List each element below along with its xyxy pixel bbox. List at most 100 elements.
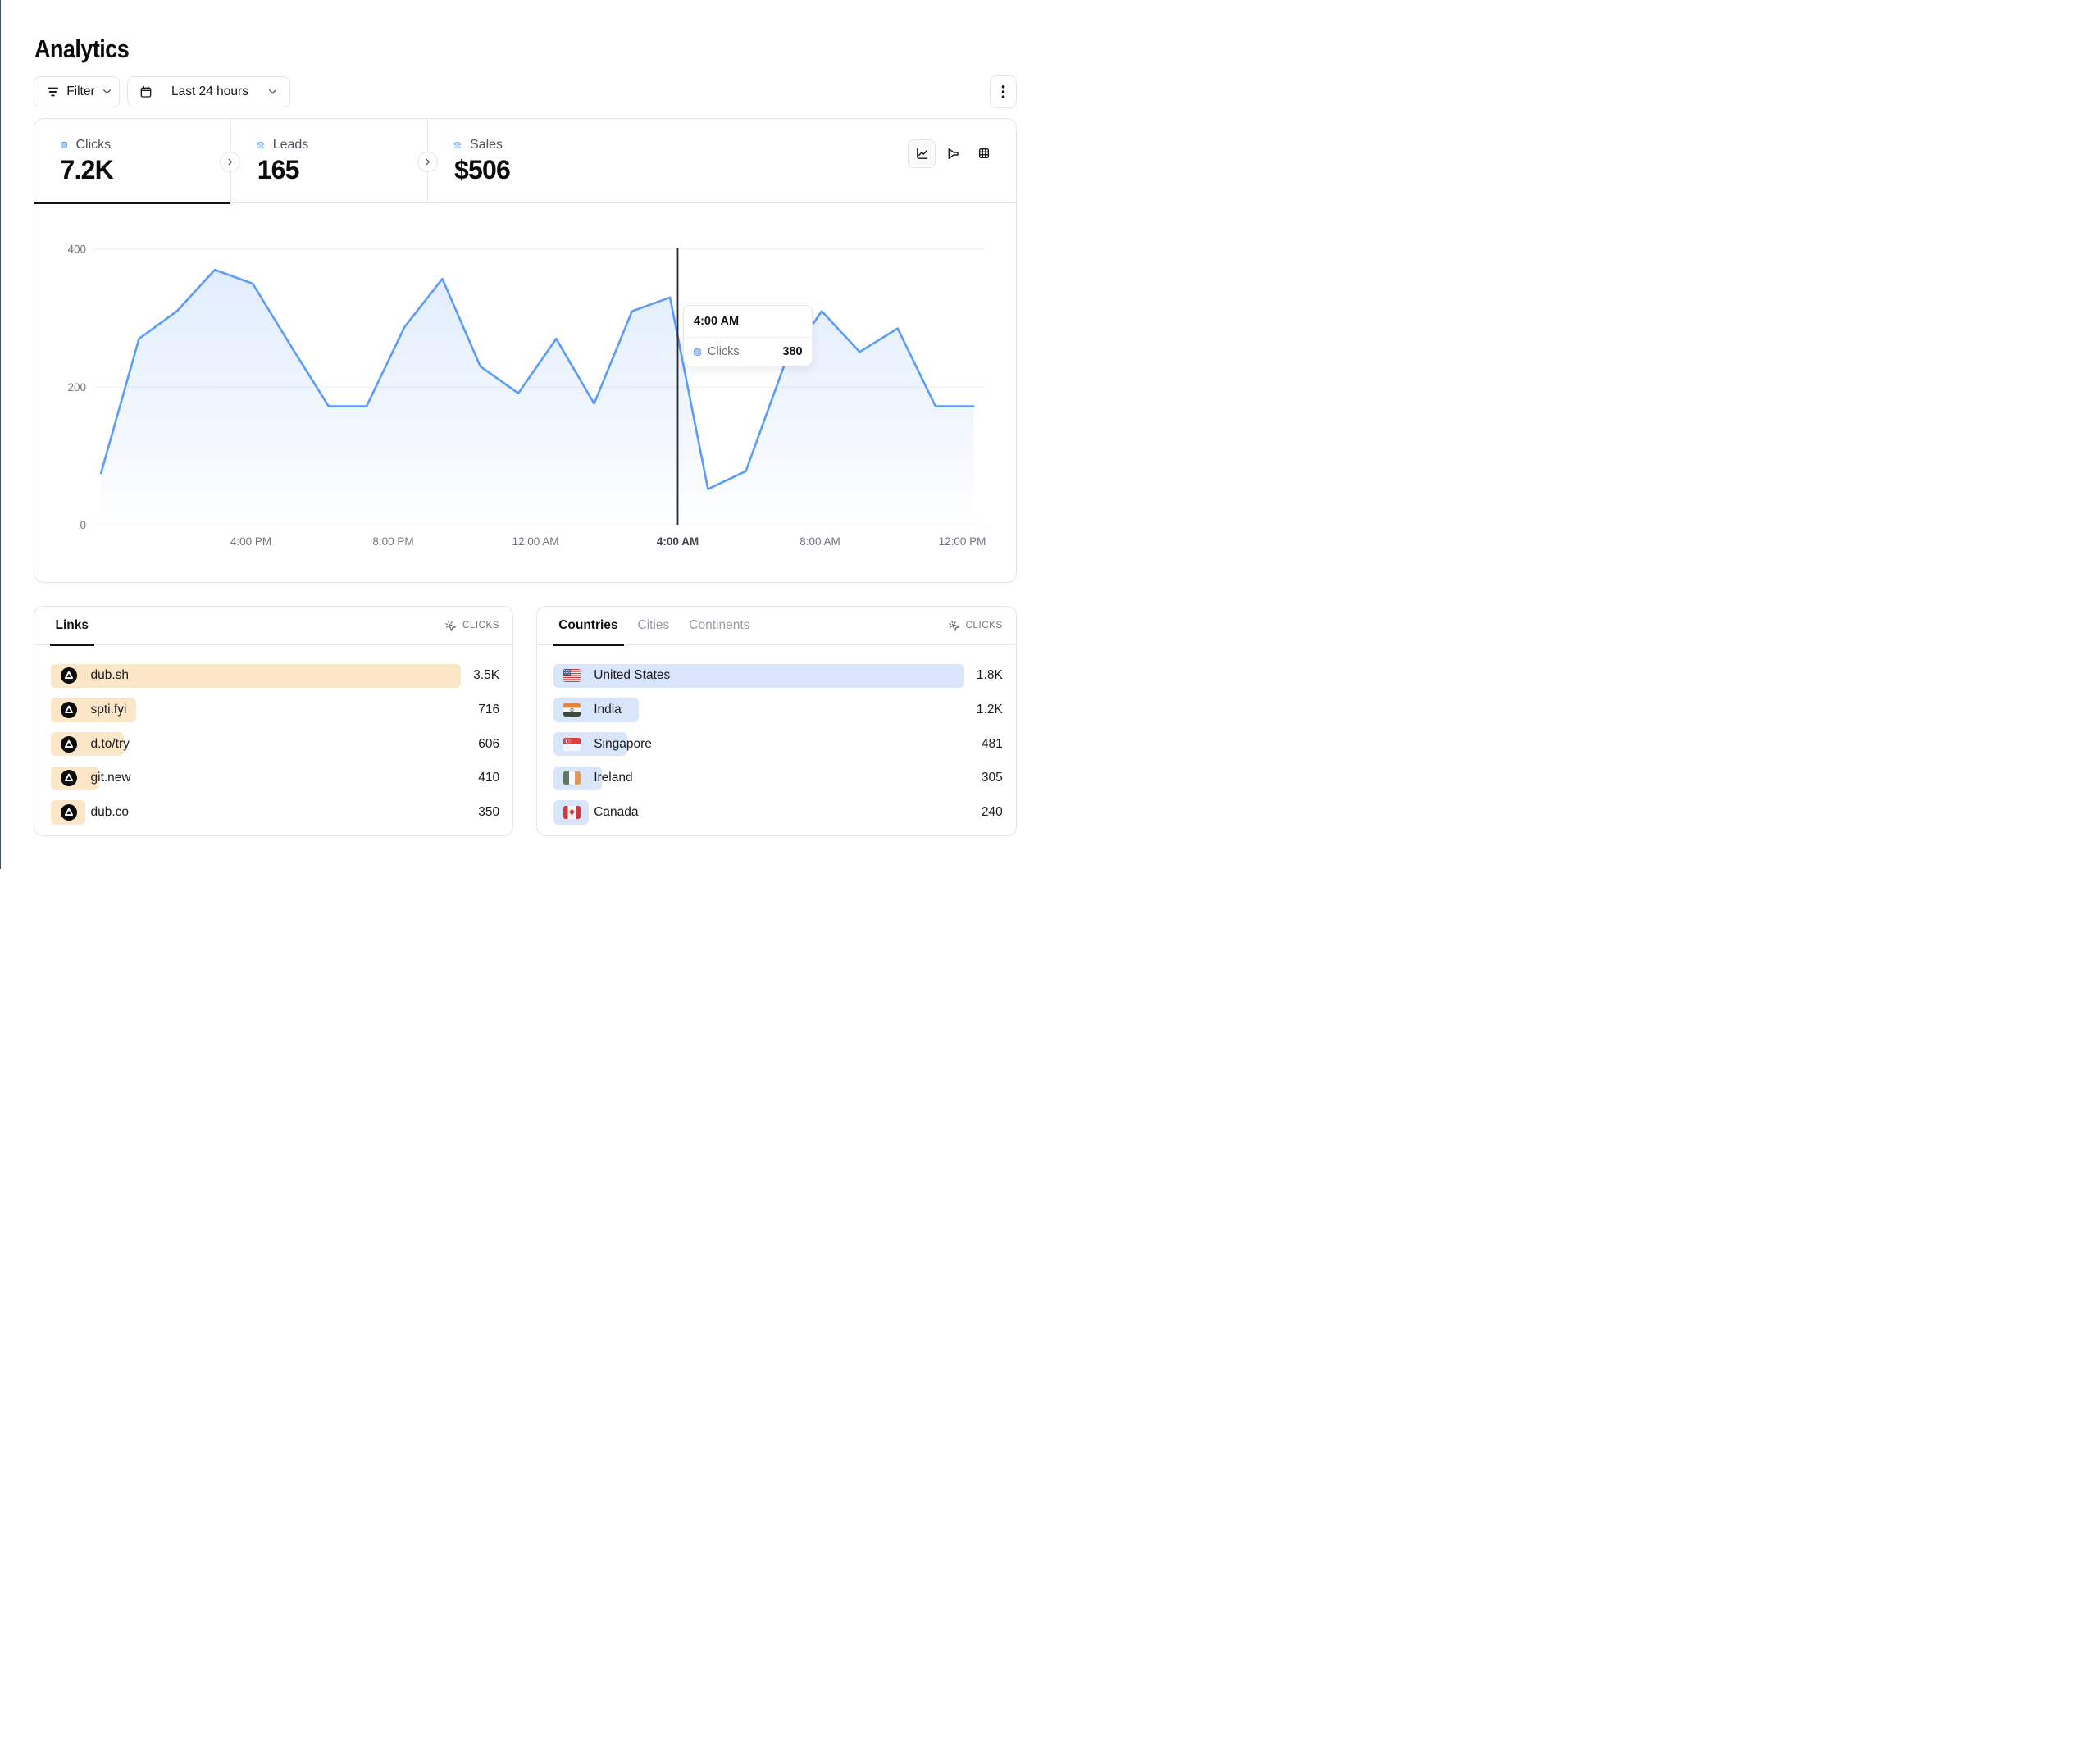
stat-tab-clicks[interactable]: Clicks 7.2K: [34, 119, 230, 205]
calendar-icon: [139, 85, 153, 98]
country-label: Singapore: [594, 736, 652, 751]
leads-label: Leads: [272, 137, 309, 152]
tab-label: Links: [55, 618, 89, 633]
line-chart-icon: [916, 148, 928, 159]
svg-text:4:00 PM: 4:00 PM: [230, 535, 271, 548]
list-card-header: Links CLICKS: [34, 607, 513, 646]
flag-ie-icon: [563, 771, 581, 785]
funnel-view-button[interactable]: [939, 139, 967, 169]
filter-button[interactable]: Filter: [34, 75, 121, 107]
country-label: Ireland: [594, 771, 633, 785]
flag-sg-icon: [563, 737, 581, 751]
tab-links[interactable]: Links: [49, 607, 94, 646]
country-row[interactable]: India 1.2K: [553, 698, 1003, 722]
active-tab-underline: [49, 644, 94, 646]
country-bar: [553, 663, 964, 688]
stat-tab-leads[interactable]: Leads 165: [231, 119, 427, 203]
sales-legend-swatch: [454, 141, 461, 148]
stat-legend-row: Clicks: [60, 137, 112, 152]
chevron-down-icon: [102, 86, 112, 97]
links-rows: dub.sh 3.5K spti.fyi 716 d.to/try 606 git.new 4…: [50, 663, 500, 835]
table-view-button[interactable]: [970, 139, 998, 169]
link-row[interactable]: dub.sh 3.5K: [50, 663, 499, 688]
svg-text:0: 0: [80, 519, 86, 531]
sales-label: Sales: [470, 137, 503, 152]
stats-tabs-row: Clicks 7.2K Leads 165: [34, 119, 1016, 205]
tab-label: Cities: [637, 618, 670, 633]
analytics-card: Clicks 7.2K Leads 165: [33, 118, 1017, 583]
dub-logo-icon: [60, 804, 77, 821]
tab-cities[interactable]: Cities: [632, 607, 676, 645]
sales-value: $506: [454, 155, 511, 185]
expand-sales-button[interactable]: [417, 151, 438, 172]
flag-in-icon: [563, 703, 581, 717]
link-label: dub.co: [90, 805, 130, 819]
tab-label: Countries: [558, 618, 618, 633]
link-bar: [50, 663, 461, 688]
link-row[interactable]: git.new 410: [50, 766, 499, 791]
dub-logo-icon: [60, 735, 77, 753]
expand-leads-button[interactable]: [220, 151, 241, 172]
flag-ca-icon: [563, 806, 581, 819]
tab-countries[interactable]: Countries: [553, 607, 624, 646]
svg-text:200: 200: [67, 381, 86, 394]
list-card-header: Countries Cities Continents CLICKS: [537, 607, 1016, 646]
tooltip-metric-row: Clicks 380: [694, 345, 803, 358]
link-row[interactable]: spti.fyi 716: [50, 698, 500, 722]
country-row[interactable]: Canada 240: [553, 800, 1003, 825]
clicks-label: Clicks: [75, 137, 112, 152]
kebab-menu-icon: [996, 82, 1010, 102]
left-edge-divider: [0, 0, 1, 869]
svg-text:8:00 PM: 8:00 PM: [372, 535, 413, 548]
link-label: d.to/try: [90, 736, 130, 751]
date-range-button[interactable]: Last 24 hours: [127, 75, 290, 107]
country-value: 481: [981, 736, 1003, 751]
country-row[interactable]: Ireland 305: [553, 766, 1003, 791]
link-row[interactable]: d.to/try 606: [50, 731, 500, 757]
countries-clicks-header[interactable]: CLICKS: [948, 607, 1003, 645]
stat-legend-row: Sales: [454, 138, 503, 152]
country-value: 1.8K: [976, 668, 1003, 683]
page-title: Analytics: [34, 34, 130, 63]
dub-logo-icon: [60, 770, 77, 787]
country-row[interactable]: Singapore 481: [553, 731, 1003, 757]
cursor-click-icon: [445, 620, 456, 631]
svg-text:4:00 AM: 4:00 AM: [656, 535, 698, 548]
active-tab-underline: [34, 202, 230, 205]
clicks-column-label: CLICKS: [965, 621, 1003, 631]
link-label: spti.fyi: [90, 702, 127, 717]
stat-legend-row: Leads: [257, 137, 309, 152]
funnel-icon: [948, 148, 959, 159]
chevron-right-icon: [228, 158, 233, 166]
clicks-area-chart[interactable]: 0 200 400 4:00 PM 8:00 PM 12:00 AM 4:00 AM 8:00…: [34, 203, 1016, 583]
leads-legend-swatch: [257, 141, 264, 148]
svg-text:12:00 PM: 12:00 PM: [938, 535, 986, 548]
more-options-button[interactable]: [990, 75, 1017, 108]
dub-logo-icon: [60, 701, 77, 718]
clicks-value: 7.2K: [60, 155, 114, 185]
chart-canvas: 0 200 400 4:00 PM 8:00 PM 12:00 AM 4:00 AM 8:00…: [67, 243, 986, 548]
chart-tooltip: 4:00 AM Clicks 380: [683, 305, 813, 366]
svg-text:8:00 AM: 8:00 AM: [799, 535, 840, 548]
country-label: India: [594, 702, 622, 717]
link-row[interactable]: dub.co 350: [50, 800, 500, 825]
link-value: 606: [478, 736, 500, 751]
links-panel: Links CLICKS dub.sh 3.5K spti.fyi 716 d.to/t…: [33, 606, 514, 836]
link-value: 716: [478, 702, 500, 717]
links-clicks-header[interactable]: CLICKS: [444, 607, 499, 645]
leads-value: 165: [257, 155, 300, 185]
line-chart-view-button[interactable]: [908, 139, 936, 169]
country-value: 1.2K: [976, 702, 1003, 717]
chevron-down-icon: [267, 86, 278, 97]
stat-tab-sales[interactable]: Sales $506: [428, 119, 1016, 203]
country-row[interactable]: United States 1.8K: [553, 663, 1003, 688]
tab-continents[interactable]: Continents: [683, 607, 755, 645]
link-value: 350: [478, 805, 500, 819]
cursor-click-icon: [948, 620, 959, 631]
svg-text:12:00 AM: 12:00 AM: [512, 535, 558, 548]
active-tab-underline: [553, 644, 624, 646]
date-range-label: Last 24 hours: [171, 84, 248, 98]
list-tabs: Links: [49, 607, 94, 646]
flag-us-icon: [563, 669, 581, 683]
clicks-legend-swatch: [60, 141, 67, 148]
